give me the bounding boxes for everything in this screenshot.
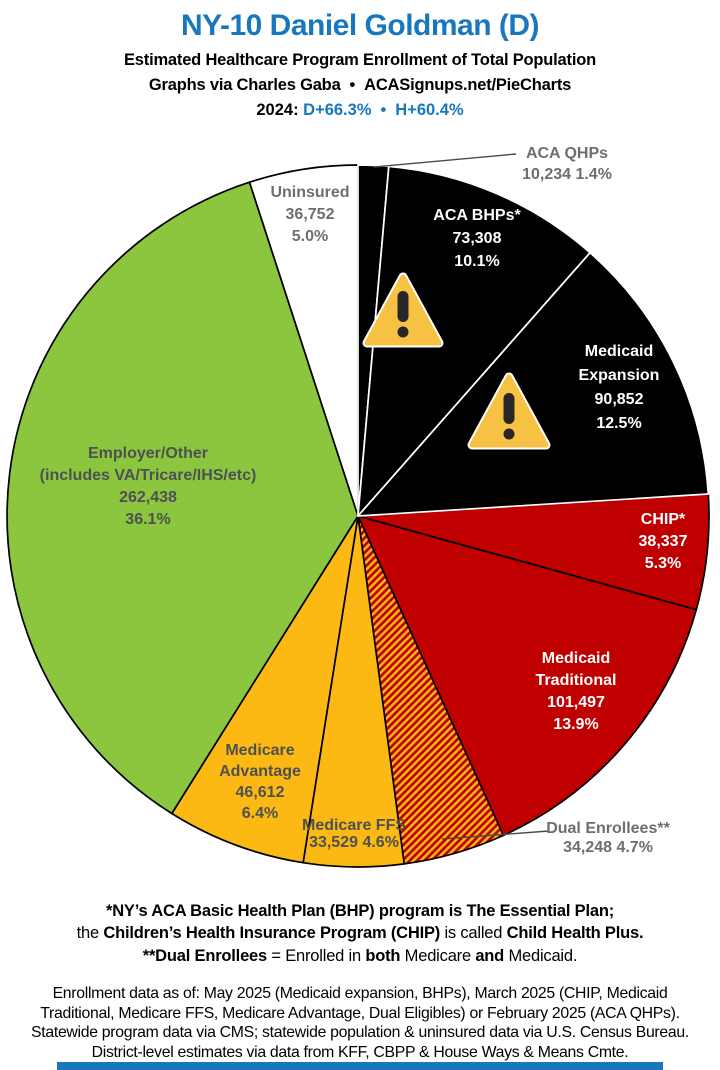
partisan-margin-line: 2024: D+66.3% • H+60.4% (0, 101, 720, 120)
slice-name: Medicare Advantage (219, 742, 301, 780)
slice-pct: 36.1% (125, 511, 171, 528)
slice-name: Dual Enrollees** (546, 820, 670, 837)
slice-name: Employer/Other (87, 445, 209, 462)
slice-name: Medicaid Expansion (578, 343, 660, 384)
slice-label-employer-other: Employer/Other (includes VA/Tricare/IHS/… (40, 443, 257, 531)
footnote-line-3: **Dual Enrollees = Enrolled in both Medi… (142, 946, 578, 965)
data-source-notes: Enrollment data as of: May 2025 (Medicai… (0, 984, 720, 1062)
slice-value: 262,438 (119, 489, 177, 506)
slice-label-aca-bhps: ACA BHPs* 73,308 10.1% (433, 204, 520, 273)
margin-president: D+66.3% (303, 101, 372, 119)
slice-pct: 6.4% (241, 805, 279, 822)
leader-line-dual-enrollees (441, 830, 550, 840)
pie-slice-medicaid-traditional (357, 515, 698, 837)
warning-triangle-icon (467, 372, 551, 450)
slice-name: ACA QHPs (525, 145, 609, 162)
slice-value: 101,497 (547, 694, 605, 711)
margin-house: H+60.4% (395, 101, 464, 119)
pie-slice-medicaid-expansion (357, 251, 710, 517)
credit-author: Graphs via Charles Gaba (148, 76, 341, 94)
slice-label-dual-enrollees: Dual Enrollees** 34,248 4.7% (546, 819, 670, 857)
pie-slice-aca-bhps (357, 165, 591, 517)
pie-slice-employer-other (6, 181, 359, 815)
slice-name: ACA BHPs* (433, 207, 521, 224)
pie-slices (6, 164, 710, 868)
slice-pct: 12.5% (596, 415, 642, 432)
source-line-2: Traditional, Medicare FFS, Medicare Adva… (40, 1004, 680, 1022)
slice-name: Medicaid Traditional (535, 650, 617, 689)
slice-pct: 10.1% (454, 253, 500, 270)
credit-line: Graphs via Charles Gaba • ACASignups.net/P… (0, 76, 720, 95)
slice-pct: 13.9% (553, 716, 599, 733)
slice-label-medicare-advantage: Medicare Advantage 46,612 6.4% (203, 740, 318, 824)
source-line-3: Statewide program data via CMS; statewid… (31, 1024, 689, 1041)
year-label: 2024: (256, 101, 299, 119)
bullet-separator: • (380, 101, 387, 119)
footnote-line-2: the Children’s Health Insurance Program … (76, 924, 644, 943)
pie-slice-medicare-advantage (170, 515, 359, 864)
slice-value: 38,337 (638, 533, 688, 550)
slice-pct: 5.0% (291, 228, 329, 245)
slice-value-pct: 34,248 4.7% (563, 839, 653, 856)
slice-value: 73,308 (452, 230, 502, 247)
page-title: NY-10 Daniel Goldman (D) (180, 9, 540, 42)
subtitle: Estimated Healthcare Program Enrollment … (124, 51, 596, 69)
slice-pct: 5.3% (644, 555, 682, 572)
slice-subname: (includes VA/Tricare/IHS/etc) (39, 467, 257, 484)
leader-line-aca-qhps (373, 153, 517, 168)
slice-name: Medicare FFS (301, 817, 407, 834)
footnotes: *NY’s ACA Basic Health Plan (BHP) progra… (0, 900, 720, 967)
source-line-4: District-level estimates via data from K… (91, 1043, 629, 1061)
slice-value: 46,612 (235, 784, 285, 801)
slice-name: Uninsured (270, 184, 350, 201)
slice-value-pct: 33,529 4.6% (309, 834, 399, 851)
bullet-separator: • (349, 76, 356, 94)
footer-accent-bar (57, 1062, 663, 1070)
credit-site: ACASignups.net/PieCharts (364, 76, 572, 94)
slice-label-chip: CHIP* 38,337 5.3% (639, 509, 688, 575)
slice-label-uninsured: Uninsured 36,752 5.0% (270, 182, 349, 248)
slice-label-medicaid-expansion: Medicaid Expansion 90,852 12.5% (559, 340, 679, 436)
slice-value: 90,852 (594, 391, 644, 408)
footnote-line-1: *NY’s ACA Basic Health Plan (BHP) progra… (106, 902, 614, 920)
slice-name: CHIP* (640, 511, 686, 528)
slice-label-aca-qhps: ACA QHPs 10,234 1.4% (522, 143, 612, 185)
slice-label-medicare-ffs: Medicare FFS 33,529 4.6% (302, 817, 406, 851)
slice-label-medicaid-traditional: Medicaid Traditional 101,497 13.9% (517, 648, 635, 736)
warning-triangle-icon (362, 272, 444, 348)
source-line-1: Enrollment data as of: May 2025 (Medicai… (52, 985, 668, 1002)
slice-value-pct: 10,234 1.4% (522, 166, 612, 183)
slice-value: 36,752 (285, 206, 335, 223)
